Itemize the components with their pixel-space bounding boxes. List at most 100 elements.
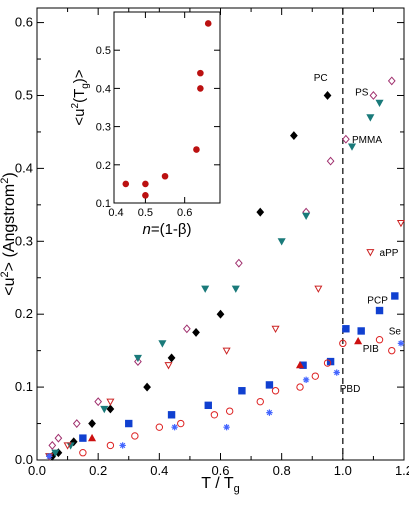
point-pc (256, 207, 265, 217)
y-axis-title: <u2> (Angstrom2) (0, 172, 18, 295)
point-se (271, 387, 280, 395)
inset-y-tick-label: 0.2 (96, 160, 111, 172)
point-se (79, 449, 87, 457)
point-pmma (231, 285, 240, 293)
point-se (106, 441, 115, 450)
point-pcp (265, 381, 274, 389)
point-pmma (375, 99, 384, 108)
y-tick-label: 0.1 (15, 379, 33, 394)
inset-plot-frame (113, 11, 221, 204)
inset-point (122, 180, 130, 188)
inset-point (193, 146, 200, 153)
point-se (323, 359, 332, 367)
point-ps (342, 134, 350, 144)
point-pmma (277, 238, 286, 246)
point-pc (88, 419, 96, 428)
point-pmma (302, 212, 311, 221)
inset-point (142, 180, 149, 188)
point-pmma (133, 354, 142, 363)
point-pc (143, 382, 151, 392)
point-app (222, 347, 231, 355)
inset-point (197, 69, 204, 77)
point-ps (134, 357, 142, 367)
y-tick-label: 0.0 (15, 452, 33, 467)
point-ps (326, 156, 335, 166)
inset-y-tick-label: 0.1 (96, 198, 111, 210)
point-pmma (201, 285, 210, 293)
point-ps (94, 397, 103, 407)
inset-data-points (122, 20, 212, 199)
point-pbd (223, 423, 230, 431)
point-se (375, 336, 384, 344)
point-app (106, 398, 115, 406)
point-se (388, 346, 396, 355)
point-pbd (302, 376, 310, 384)
point-pcp (125, 419, 133, 428)
inset-y-tick-label: 0.5 (96, 45, 111, 57)
point-pcp (204, 401, 212, 410)
point-ps (182, 324, 191, 334)
x-tick-label: 1.0 (334, 463, 352, 478)
point-app (164, 362, 173, 370)
y-tick-label: 0.6 (15, 15, 33, 30)
point-se (177, 419, 185, 428)
point-se (210, 411, 219, 419)
point-app (271, 325, 280, 334)
point-se (131, 432, 139, 440)
series-label-pib: PIB (363, 344, 379, 355)
point-pcp (357, 327, 365, 335)
series-label-app: aPP (380, 248, 399, 259)
point-app (396, 220, 405, 228)
point-pmma (366, 114, 375, 122)
inset-point (197, 85, 204, 92)
inset-x-tick-label: 0.4 (108, 207, 123, 219)
point-app (314, 285, 323, 293)
x-tick-label: 0.0 (28, 463, 46, 478)
x-tick-label: 0.4 (150, 463, 168, 478)
point-se (339, 339, 347, 348)
inset-chart: 0.4 0.5 0.6 0.1 0.2 0.3 0.4 0.5 n=(1-β) <u2(Tg)… (70, 11, 221, 238)
x-tick-label: 0.2 (89, 463, 107, 478)
y-tick-label: 0.5 (15, 87, 33, 102)
point-pc (167, 353, 176, 363)
x-tick-label: 1.2 (395, 463, 409, 478)
point-se (155, 423, 164, 431)
point-app (63, 442, 72, 450)
series-label-ps: PS (355, 87, 369, 98)
point-pc (216, 309, 225, 319)
point-pcp (167, 411, 176, 419)
point-pc (290, 131, 298, 141)
point-pmma (51, 449, 60, 457)
inset-point (142, 192, 149, 199)
series-label-pcp: PCP (367, 295, 388, 306)
point-pib (354, 336, 363, 345)
point-pmma (158, 340, 167, 348)
point-pcp (391, 292, 399, 300)
point-pcp (375, 306, 384, 315)
y-tick-label: 0.4 (15, 160, 33, 175)
point-ps (369, 91, 378, 100)
series-label-pmma: PMMA (352, 135, 382, 146)
point-se (296, 383, 304, 391)
x-tick-label: 0.8 (273, 463, 291, 478)
series-label-se: Se (389, 327, 402, 338)
inset-y-tick-label: 0.4 (96, 83, 111, 95)
point-pcp (79, 434, 87, 442)
main-axes: 0.00.20.40.60.81.01.20.00.10.20.30.40.50… (15, 8, 409, 478)
point-se (311, 372, 320, 380)
point-ps (234, 258, 243, 268)
main-chart: 0.00.20.40.60.81.01.20.00.10.20.30.40.50… (0, 7, 409, 495)
series-label-pc: PC (314, 73, 328, 84)
point-pc (323, 91, 332, 100)
inset-point (204, 20, 212, 27)
main-data-points (45, 76, 405, 461)
point-pcp (342, 325, 350, 333)
inset-x-tick-label: 0.5 (138, 207, 153, 219)
inset-point (161, 172, 169, 180)
point-pcp (238, 387, 246, 395)
x-axis-title: T / Tg (201, 475, 239, 495)
point-pmma (100, 405, 109, 414)
point-ps (387, 76, 396, 86)
x-tick-label: 0.6 (211, 463, 229, 478)
point-pib (88, 433, 97, 442)
